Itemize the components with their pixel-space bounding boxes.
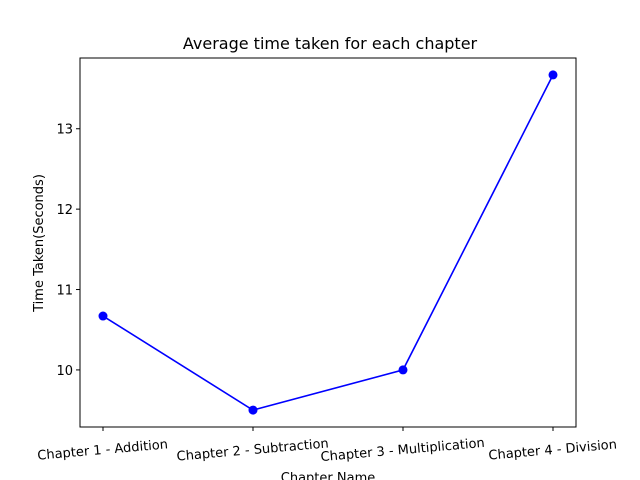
- chart-title: Average time taken for each chapter: [183, 34, 478, 53]
- y-axis-label: Time Taken(Seconds): [32, 174, 47, 313]
- y-axis: 10 11 12 13: [56, 123, 80, 379]
- series-line: [102, 74, 554, 411]
- data-point: [248, 405, 258, 415]
- data-point: [548, 70, 558, 80]
- x-axis-label: Chapter Name: [281, 471, 375, 480]
- plot-frame: [79, 57, 577, 428]
- y-tick-label: 11: [56, 284, 73, 299]
- data-point: [98, 311, 108, 321]
- y-tick-label: 12: [56, 203, 73, 218]
- series-layer: [98, 70, 558, 415]
- y-tick-label: 13: [56, 123, 73, 138]
- y-tick-label: 10: [56, 364, 73, 379]
- data-point: [398, 365, 408, 375]
